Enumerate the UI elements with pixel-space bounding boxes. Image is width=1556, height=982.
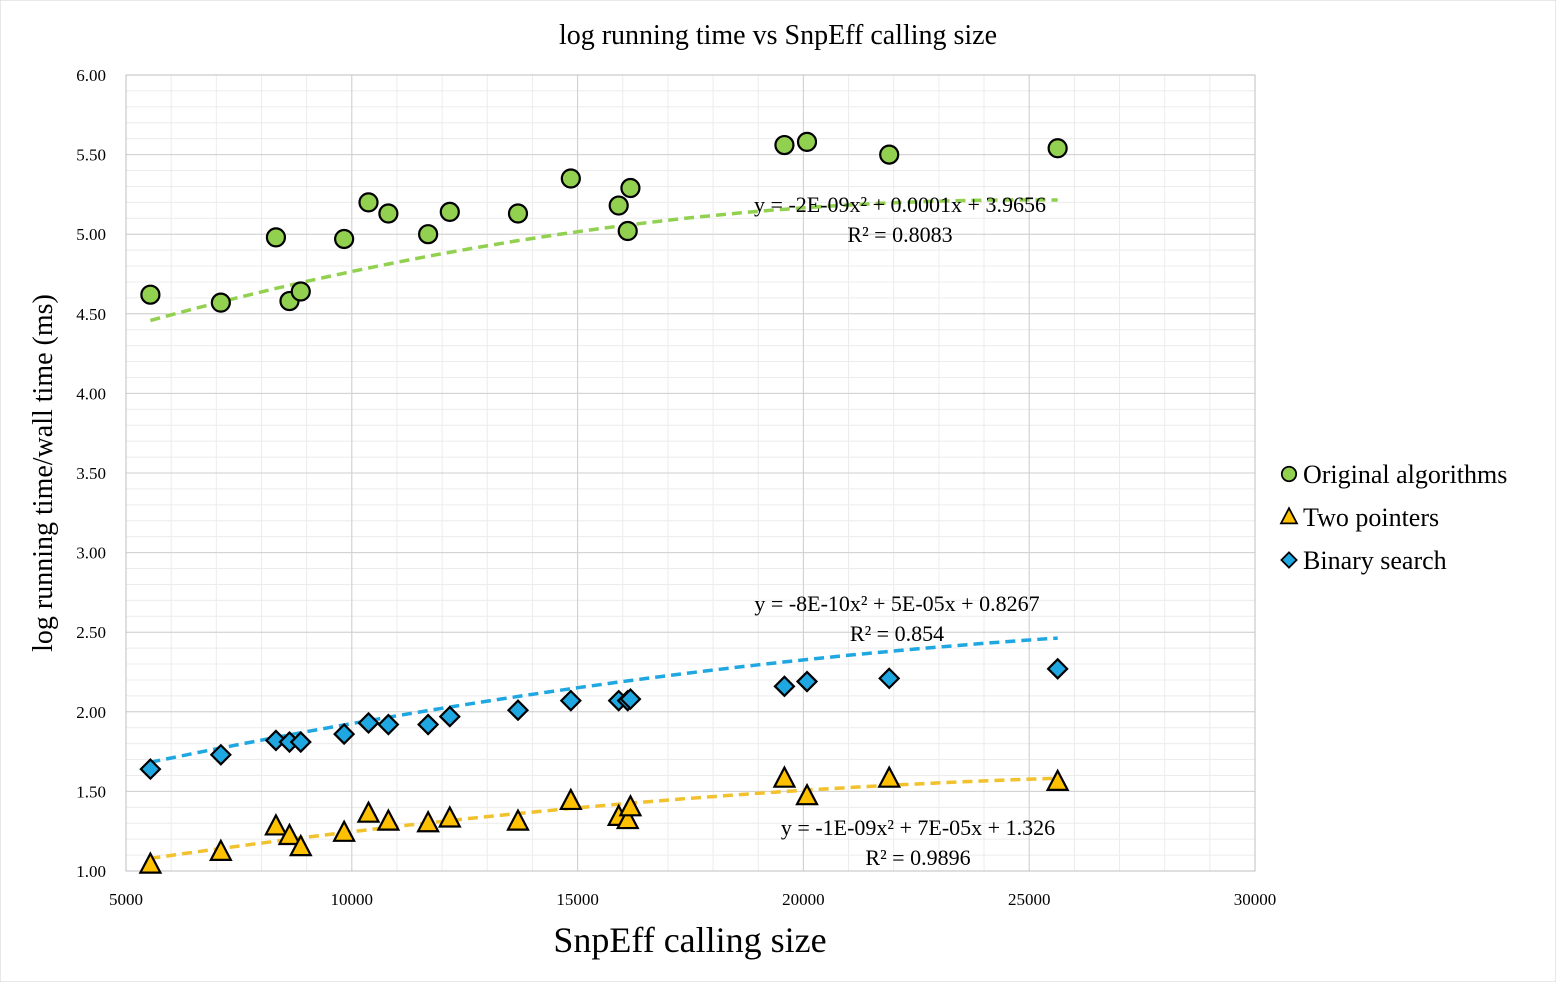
- y-tick-label: 2.50: [76, 623, 106, 642]
- legend-marker-triangle: [1279, 506, 1299, 525]
- data-point-circle: [210, 292, 231, 313]
- chart-title: log running time vs SnpEff calling size: [559, 20, 997, 51]
- data-point-circle: [1047, 138, 1068, 159]
- data-point-diamond: [139, 758, 162, 781]
- y-tick-label: 1.00: [76, 862, 106, 881]
- legend-label: Original algorithms: [1303, 460, 1507, 489]
- plot-area-border: [125, 74, 1256, 872]
- data-point-triangle: [209, 838, 233, 861]
- legend: Original algorithms Two pointers Binary se…: [1279, 460, 1507, 575]
- data-point-circle: [290, 281, 311, 302]
- data-point-triangle: [416, 809, 440, 833]
- data-point-diamond: [1046, 657, 1069, 680]
- x-tick-label: 15000: [556, 890, 599, 909]
- y-tick-label: 6.00: [76, 66, 106, 85]
- legend-marker-diamond: [1280, 551, 1298, 569]
- data-point-circle: [617, 220, 638, 242]
- y-axis-title: log running time/wall time (ms): [28, 294, 59, 652]
- data-point-diamond: [795, 670, 819, 693]
- x-tick-label: 10000: [331, 890, 374, 909]
- data-point-diamond: [333, 723, 356, 746]
- data-point-triangle: [138, 851, 163, 874]
- data-point-diamond: [289, 730, 312, 754]
- legend-item: [1280, 551, 1298, 569]
- data-point-diamond: [438, 705, 461, 728]
- legend-label: Binary search: [1303, 546, 1447, 575]
- data-point-diamond: [506, 699, 530, 722]
- grid: [125, 74, 1256, 872]
- legend-marker-circle: [1280, 465, 1298, 483]
- data-point-diamond: [559, 689, 582, 712]
- data-point-triangle: [615, 806, 640, 830]
- data-point-circle: [378, 203, 399, 224]
- data-point-circle: [608, 195, 629, 216]
- data-point-triangle: [376, 808, 401, 831]
- y-tick-label: 4.50: [76, 305, 106, 324]
- data-point-triangle: [277, 822, 302, 846]
- data-point-circle: [334, 228, 355, 250]
- legend-item: [1280, 465, 1298, 483]
- y-tick-label: 3.00: [76, 544, 106, 563]
- data-point-triangle: [618, 793, 643, 817]
- data-point-diamond: [377, 713, 400, 736]
- trendline-equation: y = -1E-09x² + 7E-05x + 1.326: [781, 815, 1055, 840]
- trendline-r-squared: R² = 0.9896: [865, 845, 970, 870]
- data-point-diamond: [773, 675, 796, 698]
- x-tick-label: 5000: [109, 890, 143, 909]
- data-point-diamond: [357, 711, 380, 734]
- trendline-r-squared: R² = 0.8083: [847, 222, 952, 247]
- x-tick-label: 25000: [1008, 890, 1051, 909]
- y-tick-label: 4.00: [76, 384, 106, 403]
- data-point-diamond: [619, 688, 642, 711]
- trendline-equations: y = -2E-09x² + 0.0001x + 3.9656 R² = 0.80…: [754, 192, 1055, 870]
- trendline-equation: y = -2E-09x² + 0.0001x + 3.9656: [754, 192, 1046, 217]
- data-point-diamond: [417, 713, 440, 736]
- data-point-circle: [265, 227, 287, 248]
- data-point-triangle: [772, 765, 797, 788]
- data-point-diamond: [264, 729, 287, 752]
- data-point-triangle: [437, 805, 462, 828]
- data-point-circle: [358, 192, 379, 213]
- data-point-triangle: [1045, 768, 1070, 791]
- x-axis-title: SnpEff calling size: [553, 920, 826, 960]
- x-tick-label: 20000: [782, 890, 825, 909]
- y-tick-label: 1.50: [76, 782, 106, 801]
- data-point-circle: [439, 201, 460, 223]
- data-point-triangle: [559, 787, 583, 811]
- data-point-circle: [140, 284, 161, 305]
- legend-label: Two pointers: [1303, 503, 1439, 532]
- data-point-triangle: [356, 800, 381, 823]
- y-tick-label: 3.50: [76, 464, 106, 483]
- y-tick-label: 5.50: [76, 146, 106, 165]
- trendline-equation: y = -8E-10x² + 5E-05x + 0.8267: [754, 591, 1039, 616]
- data-points: [138, 131, 1070, 874]
- trendline-r-squared: R² = 0.854: [850, 621, 944, 646]
- data-point-circle: [879, 144, 900, 165]
- data-point-triangle: [877, 765, 902, 788]
- y-tick-label: 2.00: [76, 703, 106, 722]
- data-point-diamond: [878, 667, 901, 690]
- axes: 5000 10000 15000 20000 25000 30000 1.00 1.50 2.0…: [76, 66, 1276, 909]
- data-point-circle: [560, 168, 581, 189]
- data-point-diamond: [209, 743, 232, 766]
- data-point-circle: [796, 131, 818, 152]
- data-point-circle: [774, 134, 795, 156]
- data-point-triangle: [264, 813, 288, 836]
- data-point-triangle: [332, 819, 356, 842]
- data-point-circle: [507, 203, 529, 224]
- data-point-circle: [620, 177, 641, 199]
- y-tick-label: 5.00: [76, 225, 106, 244]
- data-point-triangle: [288, 833, 313, 857]
- legend-item: [1279, 506, 1299, 525]
- x-tick-label: 30000: [1234, 890, 1277, 909]
- data-point-triangle: [506, 808, 530, 831]
- data-point-triangle: [795, 782, 819, 806]
- data-point-circle: [418, 224, 439, 245]
